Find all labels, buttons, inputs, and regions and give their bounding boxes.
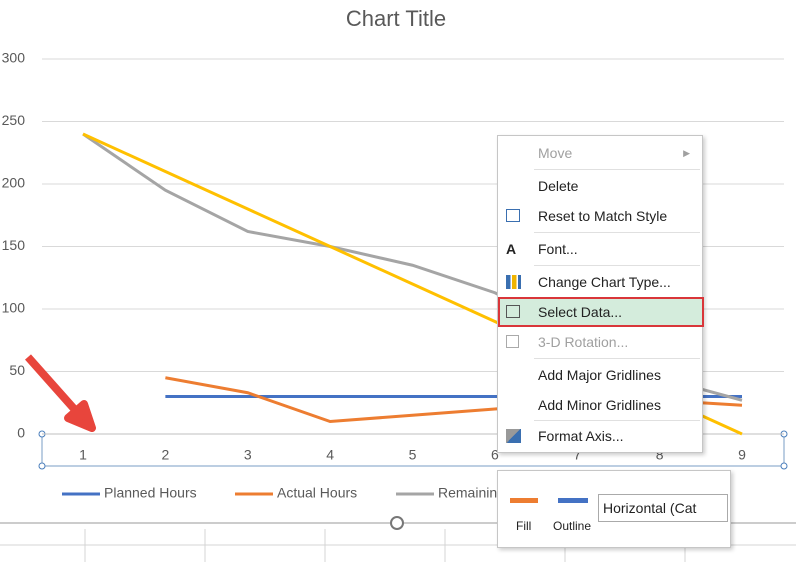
x-tick-label: 1	[79, 447, 87, 463]
y-tick-label: 250	[2, 112, 26, 128]
resize-handle[interactable]	[390, 516, 404, 530]
legend-label: Actual Hours	[277, 485, 357, 501]
x-tick-label: 3	[244, 447, 252, 463]
annotation-arrow	[25, 354, 96, 432]
y-tick-label: 150	[2, 237, 26, 253]
outline-label[interactable]: Outline	[553, 519, 592, 533]
context-menu: Move ▶ Delete Reset to Match Style A Font.…	[497, 135, 704, 453]
x-tick-label: 9	[738, 447, 746, 463]
menu-item[interactable]: Delete	[538, 178, 579, 194]
x-tick-label: 7	[573, 447, 581, 463]
element-dropdown[interactable]: Horizontal (Cat	[598, 494, 728, 522]
menu-item[interactable]: Format Axis...	[498, 422, 702, 450]
fill-icon[interactable]	[510, 481, 538, 503]
y-tick-label: 50	[9, 362, 25, 378]
chart-title: Chart Title	[346, 6, 446, 31]
x-tick-label: 8	[656, 447, 664, 463]
legend-label: Planned Hours	[104, 485, 197, 501]
x-tick-label: 5	[409, 447, 417, 463]
menu-item[interactable]: 3-D Rotation...	[498, 328, 702, 356]
x-tick-label: 4	[326, 447, 334, 463]
mini-toolbar: Fill Outline Horizontal (Cat	[497, 470, 731, 548]
y-tick-label: 0	[17, 425, 25, 441]
fill-label[interactable]: Fill	[516, 519, 532, 533]
x-tick-label: 6	[491, 447, 499, 463]
y-tick-label: 300	[2, 50, 26, 66]
menu-item[interactable]: Select Data...	[498, 298, 702, 326]
menu-item[interactable]: Reset to Match Style	[498, 202, 702, 230]
menu-item[interactable]: Move ▶	[538, 145, 690, 161]
x-tick-label: 2	[161, 447, 169, 463]
menu-item[interactable]: Add Major Gridlines	[538, 367, 661, 383]
y-tick-label: 100	[2, 300, 26, 316]
menu-item[interactable]: Change Chart Type...	[498, 268, 702, 296]
y-tick-label: 200	[2, 175, 26, 191]
outline-icon[interactable]	[558, 481, 588, 503]
highlight	[498, 297, 704, 327]
menu-item[interactable]: Add Minor Gridlines	[538, 397, 661, 413]
menu-item[interactable]: A Font...	[506, 241, 578, 257]
